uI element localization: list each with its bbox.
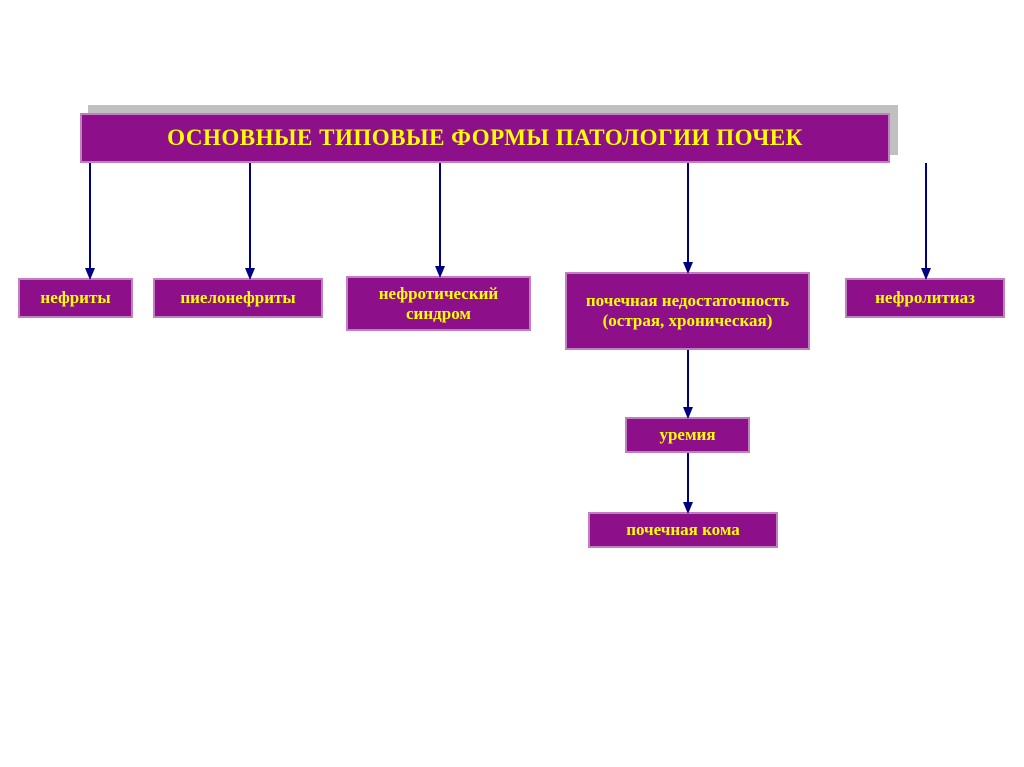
title-text: ОСНОВНЫЕ ТИПОВЫЕ ФОРМЫ ПАТОЛОГИИ ПОЧЕК — [167, 125, 803, 151]
node-renal-coma: почечная кома — [588, 512, 778, 548]
node-label: нефротический синдром — [354, 284, 523, 323]
node-uremia: уремия — [625, 417, 750, 453]
node-pyelonephritis: пиелонефриты — [153, 278, 323, 318]
node-label: пиелонефриты — [180, 288, 295, 308]
node-nephrolithiasis: нефролитиаз — [845, 278, 1005, 318]
node-label: нефролитиаз — [875, 288, 975, 308]
node-label: почечная недостаточность (острая, хронич… — [573, 291, 802, 330]
node-renal-failure: почечная недостаточность (острая, хронич… — [565, 272, 810, 350]
node-label: почечная кома — [626, 520, 740, 540]
node-label: нефриты — [40, 288, 110, 308]
node-nephrotic-syndrome: нефротический синдром — [346, 276, 531, 331]
node-label: уремия — [659, 425, 715, 445]
title-box: ОСНОВНЫЕ ТИПОВЫЕ ФОРМЫ ПАТОЛОГИИ ПОЧЕК — [80, 113, 890, 163]
node-nephritis: нефриты — [18, 278, 133, 318]
